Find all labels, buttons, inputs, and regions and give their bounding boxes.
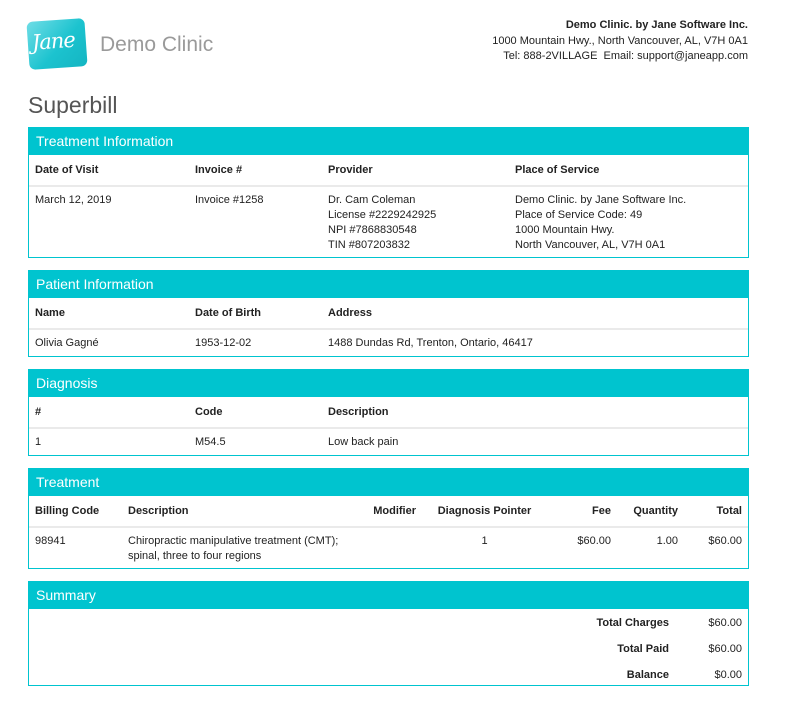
table-row: 98941 Chiropractic manipulative treatmen… [29,527,748,570]
place-of-service: Demo Clinic. by Jane Software Inc. Place … [515,194,687,251]
summary-section: Summary Total Charges $60.00 Total Paid $6… [28,581,749,686]
modifier [352,527,422,570]
date-of-visit: March 12, 2019 [35,194,112,206]
org-contact: Tel: 888-2VILLAGE Email: support@janeapp… [503,50,748,62]
billing-code: 98941 [35,535,66,547]
col-header: Fee [547,496,617,528]
col-header: Name [29,298,189,330]
clinic-name: Demo Clinic [100,33,214,56]
col-header: Provider [322,155,509,187]
section-header: Patient Information [29,271,748,298]
table-row: March 12, 2019 Invoice #1258 Dr. Cam Col… [29,186,748,259]
col-header: # [29,397,189,429]
col-header: Date of Birth [189,298,322,330]
diagnosis-section: Diagnosis # Code Description 1 M54.5 Low… [28,369,749,456]
total: $60.00 [708,535,742,547]
jane-logo: Jane [26,18,88,70]
col-header: Description [322,397,748,429]
patient-name: Olivia Gagné [35,337,99,349]
col-header: Code [189,397,322,429]
diagnosis-code: M54.5 [195,436,226,448]
section-header: Diagnosis [29,370,748,397]
organization-info: Demo Clinic. by Jane Software Inc. 1000 … [492,18,748,65]
diagnosis-description: Low back pain [328,436,399,448]
quantity: 1.00 [656,535,678,547]
col-header: Place of Service [509,155,748,187]
table-row: 1 M54.5 Low back pain [29,428,748,456]
treatment-information-section: Treatment Information Date of Visit Invo… [28,127,749,258]
summary-row-total-paid: Total Paid $60.00 [617,642,742,655]
patient-information-section: Patient Information Name Date of Birth A… [28,270,749,357]
org-name: Demo Clinic. by Jane Software Inc. [565,19,748,31]
section-header: Summary [29,582,748,609]
org-address: 1000 Mountain Hwy., North Vancouver, AL,… [492,34,748,47]
provider: Dr. Cam Coleman License #2229242925 NPI #7… [328,194,437,251]
col-header: Modifier [352,496,422,528]
page-title: Superbill [28,92,118,118]
col-header: Description [122,496,352,528]
summary-row-balance: Balance $0.00 [626,668,742,681]
summary-row-total-charges: Total Charges $60.00 [596,616,742,629]
section-header: Treatment Information [29,128,748,155]
col-header: Address [322,298,748,330]
treatment-section: Treatment Billing Code Description Modif… [28,468,749,569]
patient-address: 1488 Dundas Rd, Trenton, Ontario, 46417 [328,337,533,349]
col-header: Billing Code [29,496,122,528]
treatment-description: Chiropractic manipulative treatment (CMT… [128,535,339,562]
invoice-number: Invoice #1258 [195,194,264,206]
col-header: Diagnosis Pointer [422,496,547,528]
col-header: Total [684,496,748,528]
fee: $60.00 [577,535,611,547]
diagnosis-number: 1 [35,436,42,448]
table-row: Olivia Gagné 1953-12-02 1488 Dundas Rd, … [29,329,748,357]
col-header: Date of Visit [29,155,189,187]
section-header: Treatment [29,469,748,496]
col-header: Quantity [617,496,684,528]
patient-dob: 1953-12-02 [195,337,252,349]
diagnosis-pointer: 1 [481,535,488,547]
col-header: Invoice # [189,155,322,187]
